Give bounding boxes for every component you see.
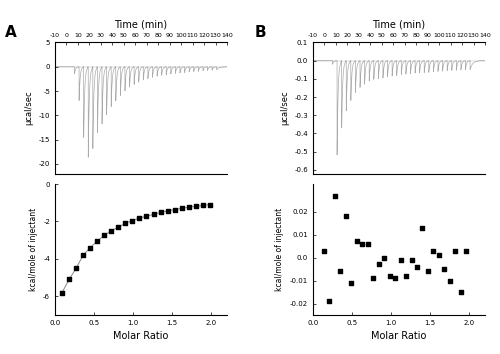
Point xyxy=(396,257,404,263)
Point xyxy=(206,202,214,207)
Point xyxy=(369,275,377,281)
Point xyxy=(192,204,200,209)
Point xyxy=(184,204,192,210)
Point xyxy=(452,248,460,253)
Point xyxy=(93,238,101,244)
Point xyxy=(348,280,356,286)
Point xyxy=(402,273,410,279)
Point xyxy=(336,269,344,274)
Text: B: B xyxy=(255,25,266,40)
Point xyxy=(108,228,116,234)
Y-axis label: μcal/sec: μcal/sec xyxy=(280,91,289,125)
Point xyxy=(164,208,172,214)
Point xyxy=(178,206,186,211)
Point xyxy=(364,241,372,247)
Point xyxy=(58,290,66,296)
Point xyxy=(320,248,328,253)
X-axis label: Molar Ratio: Molar Ratio xyxy=(114,331,168,342)
Point xyxy=(408,257,416,263)
Y-axis label: kcal/mole of injectant: kcal/mole of injectant xyxy=(276,208,284,291)
X-axis label: Time (min): Time (min) xyxy=(114,19,168,29)
Point xyxy=(100,233,108,238)
Point xyxy=(114,224,122,230)
Point xyxy=(457,289,465,295)
Point xyxy=(142,213,150,219)
Point xyxy=(446,278,454,284)
Point xyxy=(413,264,421,270)
Point xyxy=(170,207,178,212)
Point xyxy=(122,221,130,226)
Point xyxy=(136,215,143,221)
Point xyxy=(342,213,350,219)
Point xyxy=(424,269,432,274)
Point xyxy=(435,252,443,258)
Text: A: A xyxy=(5,25,17,40)
Point xyxy=(65,277,73,282)
Point xyxy=(79,252,87,258)
Point xyxy=(386,273,394,279)
Point xyxy=(462,248,470,253)
Point xyxy=(418,225,426,230)
Point xyxy=(430,248,438,253)
Point xyxy=(72,266,80,271)
Point xyxy=(353,239,361,244)
X-axis label: Molar Ratio: Molar Ratio xyxy=(372,331,426,342)
Point xyxy=(150,211,158,217)
Point xyxy=(128,218,136,223)
Point xyxy=(374,262,382,267)
Point xyxy=(440,266,448,272)
Point xyxy=(326,298,334,304)
Point xyxy=(199,202,207,208)
Point xyxy=(391,275,399,281)
X-axis label: Time (min): Time (min) xyxy=(372,19,426,29)
Point xyxy=(358,241,366,247)
Point xyxy=(331,193,339,198)
Y-axis label: kcal/mole of injectant: kcal/mole of injectant xyxy=(28,208,38,291)
Point xyxy=(86,245,94,251)
Point xyxy=(380,255,388,261)
Point xyxy=(156,210,164,215)
Y-axis label: μcal/sec: μcal/sec xyxy=(24,91,33,125)
